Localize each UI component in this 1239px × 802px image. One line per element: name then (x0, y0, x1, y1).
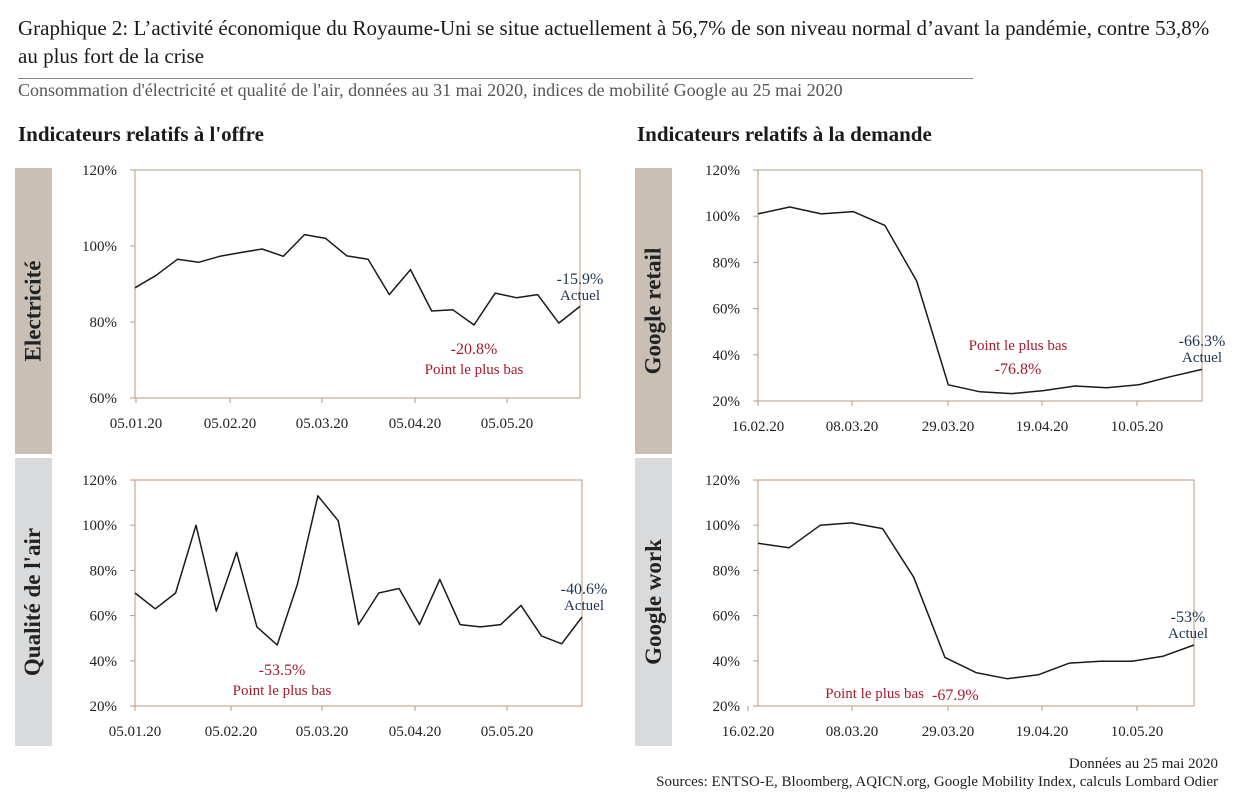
current-value-label: -66.3% (1179, 333, 1226, 350)
y-tick-label: 60% (90, 391, 118, 407)
footer-sources: Sources: ENTSO-E, Bloomberg, AQICN.org, … (656, 774, 1218, 790)
y-tick-label: 120% (705, 163, 740, 179)
x-tick-label: 16.02.20 (722, 724, 775, 740)
series-line (134, 233, 581, 326)
chart-title: Graphique 2: L’activité économique du Ro… (18, 16, 1210, 68)
x-tick-label: 10.05.20 (1111, 724, 1164, 740)
x-tick-label: 16.02.20 (732, 419, 785, 435)
y-tick-label: 80% (90, 315, 118, 331)
electricite-chart: 120% 100% 80% 60% 05.01.20 05.02.20 05.03.20 05… (82, 163, 604, 432)
google-work-panel-label: Google work (635, 458, 672, 746)
qualite-air-chart: 120% 100% 80% 60% 40% 20% 05.01.20 05.02.20 05.0… (82, 473, 608, 740)
low-value-label: -76.8% (995, 361, 1042, 378)
x-tick-label: 05.01.20 (110, 416, 163, 432)
y-tick-label: 80% (90, 563, 118, 579)
y-tick-label: 120% (82, 473, 117, 489)
low-text-label: Point le plus bas (233, 683, 332, 699)
google-retail-chart: 120% 100% 80% 60% 40% 20% 16.02.20 08.03.20 29.0… (705, 163, 1226, 435)
current-value-label: -40.6% (561, 581, 608, 598)
y-tick-label: 120% (82, 163, 117, 179)
google-retail-panel-label: Google retail (635, 168, 672, 454)
google-work-chart: 120% 100% 80% 60% 40% 20% 16.02.20 08.03.20 29.0… (705, 473, 1208, 740)
y-tick-label: 20% (90, 699, 118, 715)
current-value-label: -15.9% (557, 271, 604, 288)
y-tick-label: 40% (90, 654, 118, 670)
x-tick-label: 29.03.20 (922, 419, 975, 435)
y-tick-label: 60% (713, 302, 741, 318)
x-tick-label: 05.03.20 (296, 724, 349, 740)
low-text-label: Point le plus bas (825, 686, 924, 702)
current-text-label: Actuel (560, 288, 600, 304)
x-tick-label: 05.04.20 (389, 416, 442, 432)
y-tick-label: 100% (705, 209, 740, 225)
y-tick-label: 20% (713, 699, 741, 715)
low-value-label: -67.9% (932, 687, 979, 704)
x-tick-label: 08.03.20 (826, 724, 879, 740)
y-tick-label: 100% (82, 518, 117, 534)
x-tick-label: 29.03.20 (922, 724, 975, 740)
google-retail-panel-label-text: Google retail (640, 247, 666, 375)
y-tick-label: 100% (82, 239, 117, 255)
x-tick-label: 08.03.20 (826, 419, 879, 435)
current-text-label: Actuel (1182, 350, 1222, 366)
demand-section-heading: Indicateurs relatifs à la demande (637, 122, 932, 146)
low-text-label: Point le plus bas (969, 338, 1068, 354)
y-tick-label: 80% (713, 563, 741, 579)
x-tick-label: 05.02.20 (205, 724, 258, 740)
y-tick-label: 60% (713, 609, 741, 625)
plot-frame (134, 479, 583, 707)
y-tick-label: 20% (713, 394, 741, 410)
title-divider (18, 78, 973, 79)
y-tick-label: 80% (713, 255, 741, 271)
chart-subtitle: Consommation d'électricité et qualité de… (18, 80, 843, 100)
y-tick-label: 60% (90, 609, 118, 625)
low-value-label: -20.8% (451, 341, 498, 358)
y-tick-label: 100% (705, 518, 740, 534)
x-tick-label: 05.02.20 (204, 416, 257, 432)
qualite-air-panel-label: Qualité de l'air (15, 458, 52, 746)
low-value-label: -53.5% (259, 662, 306, 679)
y-tick-label: 40% (713, 654, 741, 670)
qualite-air-panel-label-text: Qualité de l'air (20, 527, 46, 677)
x-tick-label: 05.04.20 (389, 724, 442, 740)
x-tick-label: 05.03.20 (296, 416, 349, 432)
plot-frame (134, 169, 581, 399)
series-line (757, 522, 1195, 680)
google-work-panel-label-text: Google work (640, 539, 666, 665)
x-tick-label: 05.01.20 (109, 724, 162, 740)
x-tick-label: 19.04.20 (1016, 724, 1069, 740)
low-text-label: Point le plus bas (425, 362, 524, 378)
footer-date-note: Données au 25 mai 2020 (1068, 756, 1218, 772)
series-line (134, 495, 583, 646)
current-text-label: Actuel (564, 598, 604, 614)
plot-frame (757, 169, 1203, 402)
supply-section-heading: Indicateurs relatifs à l'offre (18, 122, 264, 146)
y-tick-label: 40% (713, 348, 741, 364)
electricite-panel-label-text: Electricité (20, 260, 46, 362)
plot-frame (757, 479, 1195, 707)
series-line (757, 206, 1203, 395)
x-tick-label: 05.05.20 (481, 724, 534, 740)
x-tick-label: 10.05.20 (1111, 419, 1164, 435)
electricite-panel-label: Electricité (15, 168, 52, 454)
current-value-label: -53% (1171, 609, 1206, 626)
x-tick-label: 19.04.20 (1016, 419, 1069, 435)
y-tick-label: 120% (705, 473, 740, 489)
x-tick-label: 05.05.20 (481, 416, 534, 432)
current-text-label: Actuel (1168, 626, 1208, 642)
